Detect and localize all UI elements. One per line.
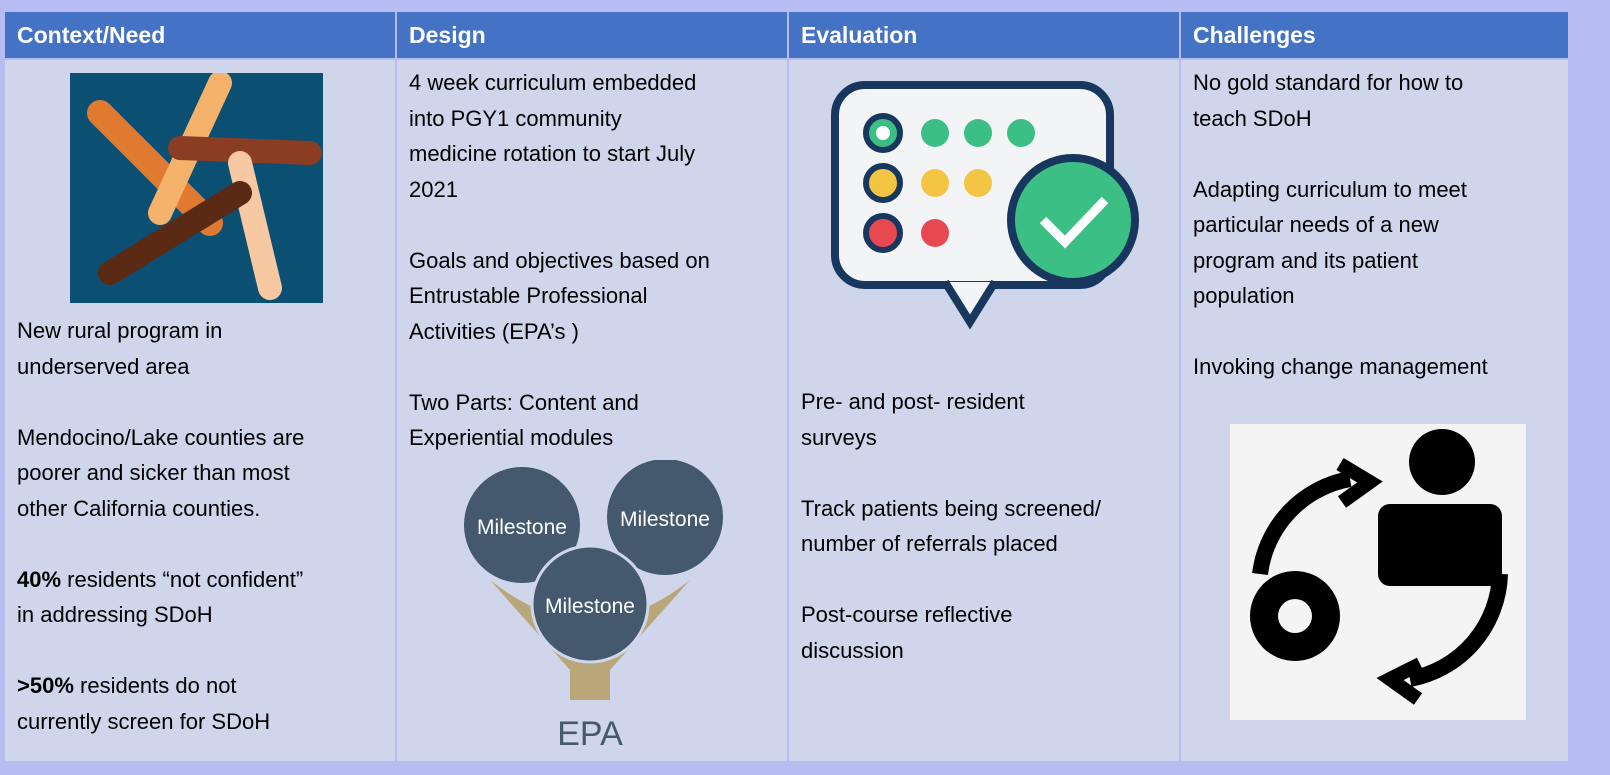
text-line: Track patients being screened/	[801, 495, 1102, 521]
paragraph: Post-course reflective discussion	[801, 597, 1101, 668]
text-line: 4 week curriculum embedded	[409, 70, 697, 95]
text-line: population	[1193, 283, 1295, 308]
hands-image	[70, 73, 323, 303]
paragraph: Two Parts: Content and Experiential modul…	[409, 385, 710, 456]
text-line: underserved area	[17, 353, 190, 379]
milestone-label: Milestone	[545, 595, 635, 618]
text-line: 2021	[409, 176, 458, 202]
bold-text: 40%	[17, 566, 62, 592]
header: Design	[397, 12, 787, 58]
text-line: Experiential modules	[409, 425, 614, 450]
text-line: Pre- and post- resident	[801, 389, 1025, 414]
text-line: Adapting curriculum to meet	[1193, 176, 1467, 202]
cell-text: Pre- and post- resident surveys Track pati…	[801, 384, 1101, 704]
cell-text: 4 week curriculum embedded into PGY1 comm…	[409, 65, 710, 491]
text-line: Activities (EPA’s )	[409, 318, 579, 344]
text-line: currently screen for SDoH	[17, 708, 271, 734]
text-line: medicine rotation to start July	[409, 141, 696, 166]
paragraph: Invoking change management	[1193, 349, 1488, 385]
text-line: teach SDoH	[1193, 105, 1312, 131]
text-line: surveys	[801, 424, 877, 450]
paragraph: Goals and objectives based on Entrustable…	[409, 243, 710, 350]
paragraph: Pre- and post- resident surveys	[801, 384, 1101, 455]
text-line: Entrustable Professional	[409, 283, 648, 308]
paragraph: >50% residents do not currently screen fo…	[17, 668, 304, 739]
paragraph: No gold standard for how to teach SDoH	[1193, 65, 1488, 136]
paragraph: Track patients being screened/number of …	[801, 491, 1101, 562]
cell-text: No gold standard for how to teach SDoH Ada…	[1193, 65, 1488, 420]
header: Context/Need	[5, 12, 395, 58]
text-line: in addressing SDoH	[17, 602, 213, 627]
header: Evaluation	[789, 12, 1179, 58]
paragraph: New rural program in underserved area	[17, 313, 304, 384]
text-line: poorer and sicker than most	[17, 460, 290, 485]
paragraph: 4 week curriculum embedded into PGY1 comm…	[409, 65, 710, 207]
header: Challenges	[1181, 12, 1568, 58]
funnel-label: EPA	[557, 715, 623, 750]
text-line: No gold standard for how to	[1193, 70, 1464, 95]
text-line: number of referrals placed	[801, 531, 1058, 556]
text-line: into PGY1 community	[409, 105, 622, 131]
text-line: discussion	[801, 637, 904, 663]
text-line: Mendocino/Lake counties are	[17, 424, 305, 450]
paragraph: 40% residents “not confident” in addressi…	[17, 562, 304, 633]
text-line: Goals and objectives based on	[409, 247, 710, 273]
text-line: other California counties.	[17, 495, 261, 521]
text-line: New rural program in	[17, 318, 223, 343]
paragraph: Adapting curriculum to meet particular ne…	[1193, 172, 1488, 314]
text-line: >50% residents do not	[17, 668, 304, 704]
milestone-label: Milestone	[620, 508, 710, 531]
text: residents “not confident”	[61, 566, 304, 592]
text-line: Invoking change management	[1193, 354, 1488, 379]
milestone-figure: Milestone Milestone Milestone EPA	[464, 460, 723, 750]
milestone-label: Milestone	[477, 516, 567, 539]
text-line: program and its patient	[1193, 247, 1419, 273]
cell-text: New rural program in underserved area Mend…	[17, 313, 304, 775]
text-line: 40% residents “not confident”	[17, 562, 304, 598]
change-icon	[1230, 424, 1526, 720]
bold-text: >50%	[17, 673, 74, 698]
text: residents do not	[73, 673, 237, 698]
paragraph: Mendocino/Lake counties are poorer and si…	[17, 420, 304, 527]
evaluation-icon	[831, 81, 1139, 330]
text-line: Two Parts: Content and	[409, 389, 639, 415]
text-line: particular needs of a new	[1193, 212, 1439, 237]
text-line: Post-course reflective	[801, 602, 1013, 627]
